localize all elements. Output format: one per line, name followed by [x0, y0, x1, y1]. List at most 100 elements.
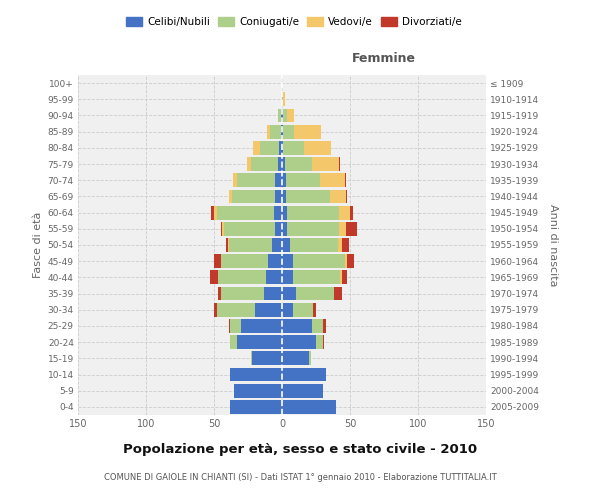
Bar: [287, 108, 294, 122]
Bar: [229, 238, 272, 252]
Bar: [283, 125, 294, 138]
Bar: [312, 319, 323, 333]
Bar: [309, 352, 311, 365]
Bar: [255, 303, 282, 316]
Bar: [230, 400, 282, 414]
Bar: [283, 92, 285, 106]
Bar: [275, 222, 282, 235]
Bar: [282, 368, 326, 382]
Bar: [312, 157, 339, 171]
Bar: [214, 303, 217, 316]
Bar: [237, 174, 275, 187]
Bar: [247, 157, 251, 171]
Bar: [340, 270, 342, 284]
Bar: [344, 174, 346, 187]
Y-axis label: Anni di nascita: Anni di nascita: [548, 204, 558, 286]
Bar: [347, 254, 354, 268]
Bar: [229, 190, 232, 203]
Bar: [287, 206, 339, 220]
Bar: [281, 125, 282, 138]
Text: Femmine: Femmine: [352, 52, 416, 65]
Bar: [293, 270, 340, 284]
Bar: [313, 303, 316, 316]
Bar: [320, 174, 344, 187]
Bar: [266, 270, 282, 284]
Bar: [285, 157, 312, 171]
Bar: [290, 238, 338, 252]
Bar: [282, 92, 283, 106]
Bar: [293, 254, 344, 268]
Bar: [344, 254, 347, 268]
Bar: [316, 336, 323, 349]
Bar: [230, 368, 282, 382]
Bar: [282, 286, 296, 300]
Bar: [218, 270, 266, 284]
Bar: [232, 190, 275, 203]
Bar: [210, 270, 218, 284]
Text: COMUNE DI GAIOLE IN CHIANTI (SI) - Dati ISTAT 1° gennaio 2010 - Elaborazione TUT: COMUNE DI GAIOLE IN CHIANTI (SI) - Dati …: [104, 472, 496, 482]
Bar: [286, 174, 320, 187]
Bar: [221, 286, 265, 300]
Bar: [282, 303, 293, 316]
Bar: [286, 190, 329, 203]
Y-axis label: Fasce di età: Fasce di età: [34, 212, 43, 278]
Bar: [339, 206, 350, 220]
Bar: [270, 125, 281, 138]
Bar: [224, 222, 275, 235]
Bar: [230, 336, 237, 349]
Bar: [350, 206, 353, 220]
Bar: [282, 125, 283, 138]
Bar: [230, 319, 241, 333]
Bar: [339, 157, 340, 171]
Bar: [282, 336, 316, 349]
Bar: [217, 303, 255, 316]
Bar: [282, 384, 323, 398]
Bar: [282, 400, 337, 414]
Bar: [272, 238, 282, 252]
Bar: [214, 206, 217, 220]
Bar: [282, 319, 312, 333]
Bar: [218, 286, 221, 300]
Bar: [253, 141, 260, 154]
Bar: [237, 336, 282, 349]
Text: Popolazione per età, sesso e stato civile - 2010: Popolazione per età, sesso e stato civil…: [123, 442, 477, 456]
Bar: [294, 125, 322, 138]
Bar: [211, 206, 214, 220]
Bar: [233, 174, 237, 187]
Bar: [304, 141, 331, 154]
Bar: [346, 190, 347, 203]
Bar: [274, 206, 282, 220]
Bar: [227, 238, 229, 252]
Bar: [338, 238, 342, 252]
Bar: [226, 238, 227, 252]
Bar: [251, 352, 252, 365]
Bar: [278, 157, 282, 171]
Bar: [342, 238, 349, 252]
Bar: [287, 222, 339, 235]
Bar: [282, 352, 309, 365]
Bar: [283, 108, 287, 122]
Bar: [282, 190, 286, 203]
Bar: [283, 141, 304, 154]
Bar: [339, 222, 346, 235]
Bar: [278, 108, 281, 122]
Bar: [282, 270, 293, 284]
Bar: [252, 352, 282, 365]
Bar: [268, 254, 282, 268]
Bar: [282, 254, 293, 268]
Bar: [235, 384, 282, 398]
Bar: [229, 319, 230, 333]
Bar: [217, 206, 274, 220]
Bar: [221, 222, 222, 235]
Bar: [251, 157, 278, 171]
Bar: [222, 222, 224, 235]
Bar: [282, 108, 283, 122]
Bar: [279, 141, 282, 154]
Bar: [282, 141, 283, 154]
Bar: [275, 190, 282, 203]
Bar: [267, 125, 270, 138]
Bar: [281, 108, 282, 122]
Bar: [346, 222, 357, 235]
Bar: [221, 254, 268, 268]
Bar: [282, 157, 285, 171]
